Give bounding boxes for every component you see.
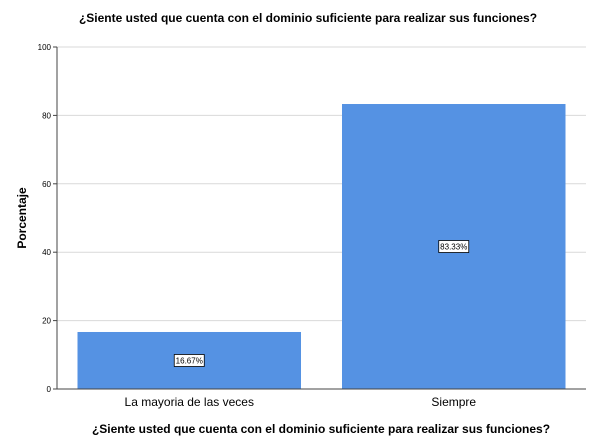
data-label: 83.33% (440, 243, 467, 252)
x-tick-label: Siempre (431, 395, 476, 409)
data-label-box (438, 240, 470, 253)
y-axis-ticks: 0 20 40 60 80 100 (38, 43, 57, 394)
x-axis-label: ¿Siente usted que cuenta con el dominio … (92, 422, 550, 436)
y-tick-label: 0 (47, 385, 52, 394)
data-labels: 16.67% 83.33% (173, 240, 470, 367)
y-tick-label: 60 (42, 180, 51, 189)
y-tick-label: 80 (42, 111, 51, 120)
y-tick-label: 40 (42, 248, 51, 257)
y-tick-label: 20 (42, 317, 51, 326)
y-tick-label: 100 (38, 43, 52, 52)
x-tick-label: La mayoria de las veces (125, 395, 254, 409)
data-label-box (173, 354, 205, 367)
bars (77, 104, 566, 389)
y-axis-label: Porcentaje (15, 187, 29, 249)
data-label: 16.67% (176, 356, 203, 365)
x-axis-categories: La mayoria de las veces Siempre (125, 395, 477, 409)
chart-title: ¿Siente usted que cuenta con el dominio … (79, 11, 537, 25)
